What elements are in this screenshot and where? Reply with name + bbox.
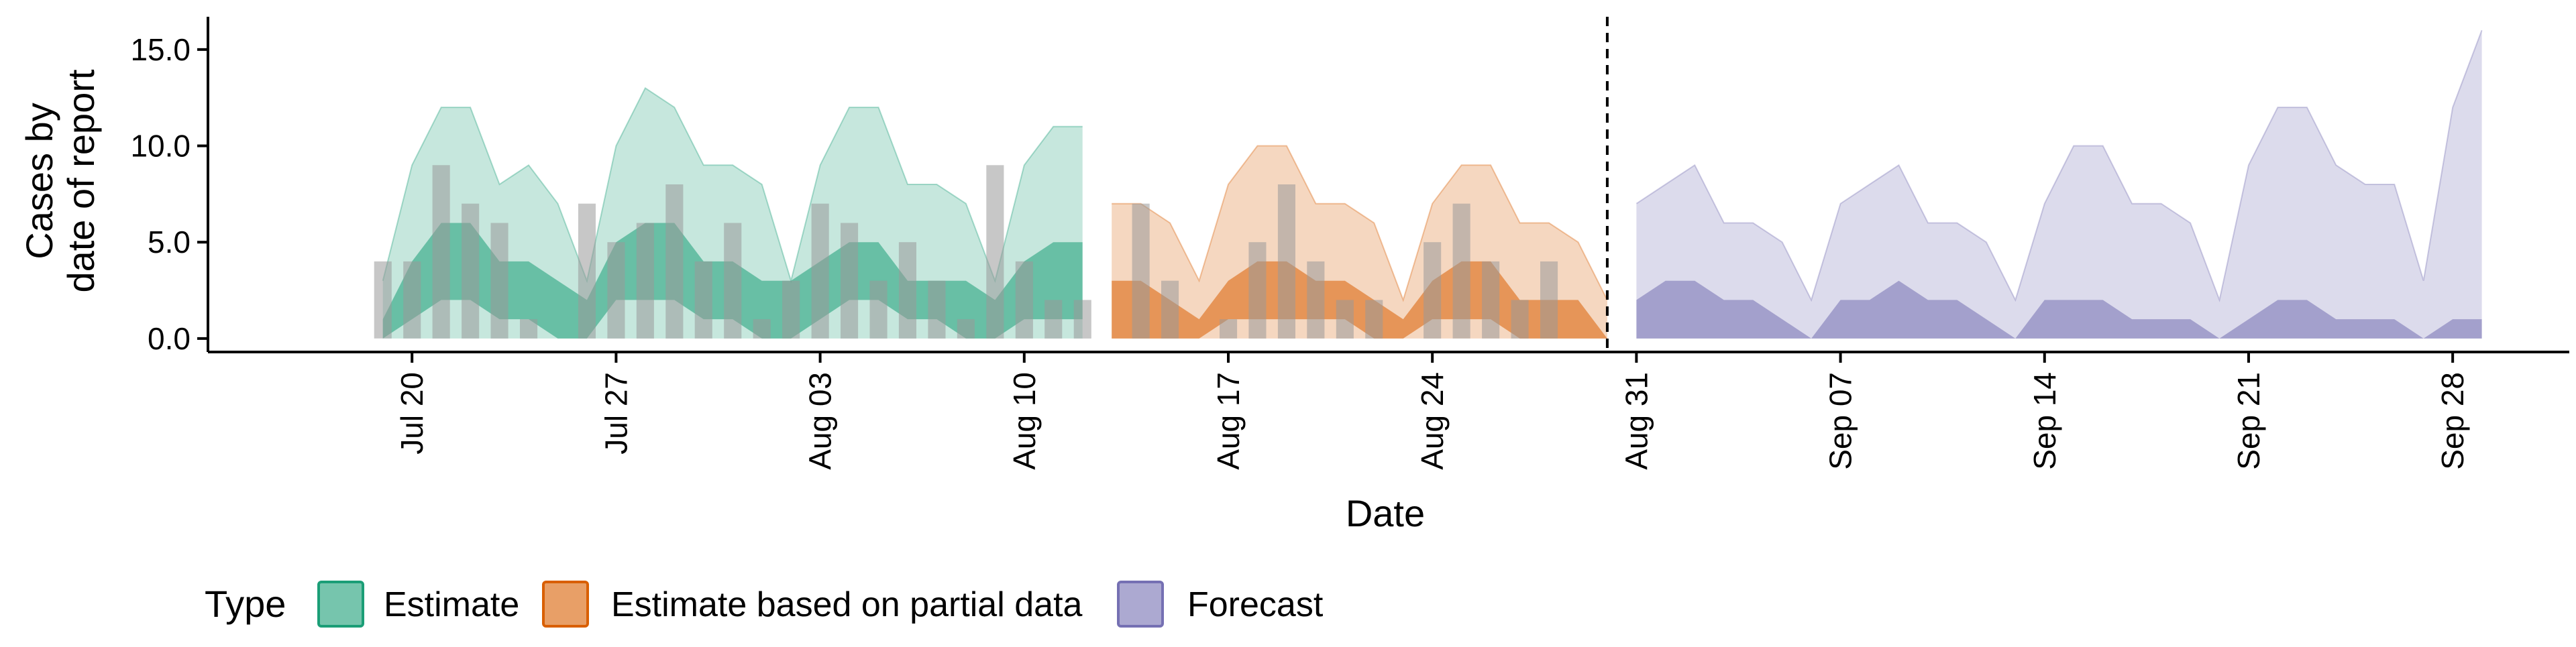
- observed-bar: [490, 223, 508, 339]
- legend-key-forecast: [1117, 581, 1164, 628]
- observed-bar: [1248, 242, 1267, 339]
- observed-bar: [1336, 300, 1354, 339]
- band-inner-forecast: [1636, 280, 2482, 339]
- observed-bar: [1277, 184, 1295, 339]
- x-tick-label: Aug 24: [1415, 372, 1450, 470]
- y-tick-label: 0.0: [148, 321, 191, 356]
- legend-key-partial: [542, 581, 589, 628]
- band-edge-estimate: [382, 86, 1083, 284]
- x-tick-label: Jul 27: [598, 372, 633, 455]
- legend-label-partial: Estimate based on partial data: [611, 585, 1083, 624]
- observed-bar: [578, 203, 596, 339]
- observed-bar: [1132, 203, 1150, 339]
- observed-bar: [841, 223, 859, 339]
- observed-bar: [753, 319, 771, 339]
- observed-bar: [1365, 300, 1383, 339]
- observed-bar: [724, 223, 742, 339]
- y-tick-label: 5.0: [148, 225, 191, 259]
- x-axis-title: Date: [1346, 492, 1425, 534]
- band-edge-estimate-based-on-partial-data: [1112, 145, 1608, 302]
- legend: Type Estimate Estimate based on partial …: [205, 581, 1324, 628]
- observed-bar: [374, 261, 392, 339]
- observed-bar: [1482, 261, 1500, 339]
- observed-bar: [1220, 319, 1238, 339]
- x-tick-label: Aug 31: [1619, 372, 1654, 470]
- x-tick-label: Sep 14: [2027, 372, 2062, 470]
- x-tick-label: Aug 03: [803, 372, 838, 470]
- observed-bar: [520, 319, 538, 339]
- observed-bar: [1073, 300, 1091, 339]
- observed-bar: [782, 280, 800, 339]
- observed-bar: [1015, 261, 1033, 339]
- observed-bar: [957, 319, 975, 339]
- observed-bar: [811, 203, 829, 339]
- legend-label-forecast: Forecast: [1187, 585, 1324, 624]
- y-tick-label: 15.0: [130, 32, 191, 67]
- observed-bar: [928, 280, 946, 339]
- y-axis-title-line1: Cases by: [18, 103, 60, 259]
- observed-bar: [898, 242, 916, 339]
- observed-bar: [986, 165, 1004, 339]
- observed-bar: [432, 165, 450, 339]
- legend-key-estimate: [317, 581, 364, 628]
- y-axis-title-line2: date of report: [60, 69, 102, 293]
- observed-bar: [869, 280, 888, 339]
- x-tick-label: Jul 20: [394, 372, 429, 455]
- observed-bar: [462, 203, 480, 339]
- bars-layer: [374, 165, 1558, 339]
- legend-title: Type: [205, 583, 286, 625]
- x-tick-label: Sep 07: [1823, 372, 1858, 470]
- observed-bar: [1511, 300, 1529, 339]
- y-tick-label: 10.0: [130, 129, 191, 164]
- x-tick-label: Aug 17: [1211, 372, 1246, 470]
- observed-bar: [607, 242, 625, 339]
- axes-layer: 0.0 5.0 10.0 15.0 Jul 20 Jul 27 Aug 03 Aug 10 Au…: [130, 17, 2569, 470]
- observed-bar: [694, 261, 712, 339]
- band-edge-forecast: [1635, 30, 2483, 302]
- observed-bar: [1307, 261, 1325, 339]
- observed-bar: [1044, 300, 1063, 339]
- observed-bar: [1424, 242, 1442, 339]
- observed-bar: [1452, 203, 1470, 339]
- observed-bar: [1161, 280, 1179, 339]
- observed-bar: [1540, 261, 1558, 339]
- x-tick-label: Aug 10: [1007, 372, 1042, 470]
- observed-bar: [636, 223, 654, 339]
- band-outer-forecast: [1636, 30, 2482, 339]
- observed-bar: [665, 184, 684, 339]
- legend-label-estimate: Estimate: [384, 585, 519, 624]
- observed-bar: [403, 261, 421, 339]
- x-tick-label: Sep 21: [2231, 372, 2266, 470]
- x-tick-label: Sep 28: [2435, 372, 2470, 470]
